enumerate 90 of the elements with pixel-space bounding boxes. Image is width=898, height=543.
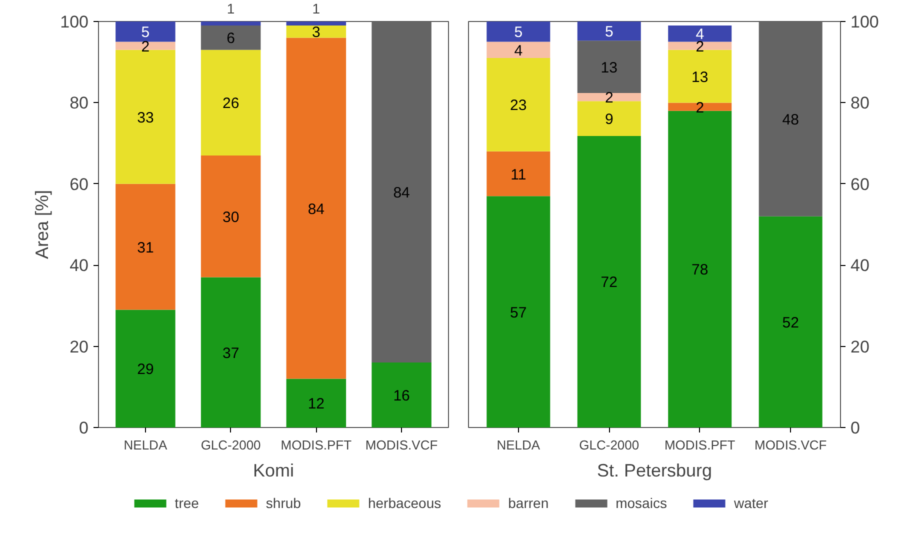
bar (286, 378, 346, 428)
y-tick-label: 100 (850, 12, 879, 32)
data-label: 31 (137, 239, 154, 256)
legend-label: water (734, 495, 768, 511)
data-label: 57 (510, 304, 527, 322)
y-tick-label: 0 (850, 418, 860, 438)
bar (116, 50, 176, 184)
bar (486, 58, 550, 152)
bar (200, 277, 261, 428)
data-label: 1 (226, 0, 235, 16)
bar (577, 40, 641, 93)
data-label: 37 (222, 344, 240, 362)
x-tick-label: NELDA (124, 438, 168, 452)
data-label: 13 (692, 68, 708, 86)
y-tick-label: 60 (70, 174, 89, 194)
bar (486, 22, 550, 42)
data-label: 30 (222, 208, 240, 226)
legend-label: mosaics (616, 495, 667, 511)
x-tick-label: GLC-2000 (200, 438, 261, 452)
bar (200, 26, 261, 50)
bar (286, 38, 346, 379)
y-tick-label: 20 (70, 337, 89, 356)
y-tick-label: 40 (850, 256, 870, 276)
legend-label: shrub (266, 495, 301, 511)
bar (116, 310, 176, 428)
data-label: 5 (604, 24, 614, 41)
bar (486, 196, 550, 428)
y-tick-label: 60 (850, 174, 870, 194)
data-label: 2 (604, 90, 614, 107)
bar (372, 22, 432, 363)
bar (372, 362, 432, 428)
bar (200, 22, 261, 26)
data-label: 16 (393, 388, 410, 405)
x-tick-label: MODIS.VCF (754, 438, 827, 452)
data-label: 1 (312, 0, 320, 16)
data-label: 9 (604, 111, 614, 128)
y-tick-label: 100 (60, 12, 89, 32)
bar (486, 151, 550, 196)
x-tick-label: MODIS.PFT (664, 438, 736, 452)
bar (758, 22, 822, 216)
data-label: 33 (137, 109, 154, 126)
data-label: 12 (308, 396, 325, 413)
y-tick-label: 40 (70, 256, 89, 276)
data-label: 29 (137, 361, 154, 378)
bar (758, 216, 822, 428)
bar (577, 101, 641, 136)
data-label: 4 (514, 42, 523, 60)
bar (200, 155, 261, 278)
data-label: 84 (393, 184, 410, 202)
bar (200, 50, 261, 156)
data-label: 13 (600, 59, 618, 76)
y-tick-label: 80 (70, 94, 89, 113)
legend-label: tree (174, 495, 199, 511)
data-label: 84 (308, 200, 325, 218)
bar (668, 50, 732, 103)
bar (577, 22, 641, 41)
x-tick-label: GLC-2000 (579, 438, 640, 452)
data-label: 52 (782, 314, 799, 332)
bar (668, 110, 732, 428)
bar (286, 22, 346, 26)
x-tick-label: MODIS.PFT (280, 438, 352, 452)
data-label: 48 (782, 111, 799, 128)
bar (668, 42, 732, 50)
bar (116, 22, 176, 42)
x-tick-label: NELDA (496, 438, 540, 452)
x-axis-title: Komi (252, 460, 294, 480)
data-label: 6 (226, 30, 235, 48)
bar (486, 42, 550, 58)
y-tick-label: 80 (850, 94, 870, 113)
data-label: 26 (222, 95, 240, 112)
x-tick-label: MODIS.VCF (365, 438, 438, 452)
bar (116, 184, 176, 310)
legend-label: herbaceous (368, 495, 442, 511)
data-label: 5 (514, 24, 523, 42)
legend-label: barren (508, 495, 549, 511)
data-label: 2 (696, 38, 704, 56)
data-label: 11 (510, 166, 526, 184)
bar (577, 136, 641, 428)
bar (577, 92, 641, 102)
data-label: 23 (510, 97, 527, 114)
y-tick-label: 20 (850, 337, 870, 356)
data-label: 78 (692, 262, 708, 279)
y-tick-label: 0 (79, 418, 89, 438)
y-axis-title: Area [%] (32, 190, 52, 260)
bar (668, 26, 732, 42)
x-axis-title: St. Petersburg (596, 460, 712, 480)
bar (116, 42, 176, 50)
data-label: 3 (312, 24, 320, 42)
bar (286, 26, 346, 38)
data-label: 72 (600, 274, 618, 292)
